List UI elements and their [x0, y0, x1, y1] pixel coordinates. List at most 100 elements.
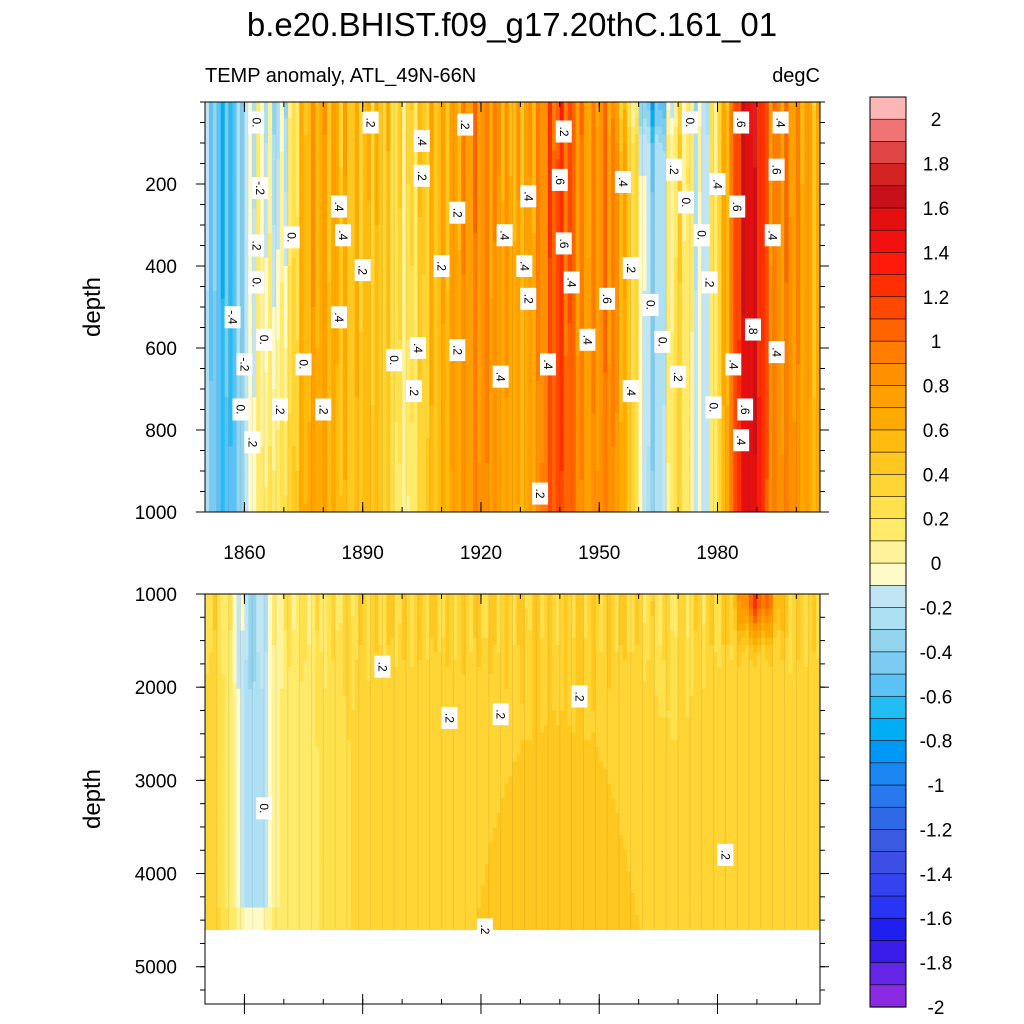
lower-panel-contour-label-text: .2 — [718, 850, 732, 860]
upper-panel-contour-label-text: .2 — [450, 208, 464, 218]
upper-panel-contour-label-text: .2 — [364, 117, 378, 127]
upper-panel-contour-label-text: .2 — [703, 277, 717, 287]
upper-panel-contour-label-text: .4 — [494, 372, 508, 382]
upper-panel-contour-label-text: .6 — [557, 238, 571, 248]
lower-panel-contour-label-text: .2 — [375, 662, 389, 672]
upper-panel-contour-label: .4 — [331, 306, 348, 329]
lower-panel-y-tick-label: 5000 — [135, 958, 177, 979]
colorbar-swatch — [869, 984, 907, 1008]
colorbar-swatch — [869, 163, 907, 187]
colorbar-swatch — [869, 229, 907, 253]
upper-panel-contour-label: .2 — [449, 339, 466, 362]
upper-panel-contour-label-text: .4 — [616, 177, 630, 187]
upper-panel-contour-label: .4 — [520, 185, 537, 208]
upper-panel-contour-label-text: .2 — [356, 265, 370, 275]
lower-panel-axes: 1000 2000 3000 4000 5000 — [135, 585, 829, 1014]
upper-panel-contour-label-text: .6 — [730, 202, 744, 212]
colorbar-swatch — [869, 784, 907, 808]
upper-panel-contour-label-text: .2 — [415, 171, 429, 181]
upper-panel-contour-label-text: 0. — [249, 117, 263, 127]
upper-panel-contour-label-text: .2 — [533, 489, 547, 499]
upper-panel-contour-label-text: -.2 — [253, 181, 267, 195]
upper-panel-contour-label: 0. — [295, 353, 312, 376]
colorbar: 2 1.8 1.6 1.4 1.2 1 0.8 0.6 0.4 0.2 0 -0.2 -0.4 -0.6 -… — [869, 96, 953, 1019]
upper-panel-contour-label: .6 — [599, 287, 616, 310]
upper-panel-contour-label: .6 — [551, 168, 568, 191]
upper-panel-contour-label-text: .6 — [734, 117, 748, 127]
upper-panel-contour-label-text: .2 — [245, 437, 259, 447]
upper-panel-contour-label: .4 — [709, 173, 726, 195]
colorbar-swatch — [869, 118, 907, 142]
upper-panel-contour-label: .2 — [244, 431, 261, 454]
upper-panel-contour-label-text: 0. — [679, 197, 693, 207]
upper-panel-contour-label: .4 — [334, 224, 351, 247]
lower-panel-ylabel: depth — [79, 769, 106, 829]
upper-panel-contour-label: 0. — [256, 328, 273, 351]
upper-panel-contour-label: 0. — [248, 271, 265, 294]
colorbar-swatch — [869, 718, 907, 742]
upper-panel-contour-label: 0. — [283, 226, 300, 249]
lower-panel-y-tick-label: 2000 — [135, 678, 177, 699]
chart-subtitle-left: TEMP anomaly, ATL_49N-66N — [205, 65, 476, 87]
colorbar-swatch — [869, 806, 907, 831]
upper-panel-contour-label: -.2 — [236, 353, 253, 376]
upper-panel-contour-label: .2 — [405, 380, 422, 403]
upper-panel-contour-label: 0. — [681, 111, 698, 134]
colorbar-label: 0.8 — [923, 377, 949, 398]
colorbar-swatch — [869, 185, 907, 209]
upper-panel-contour-label: .2 — [666, 158, 683, 181]
upper-panel-contour-label-text: 0. — [683, 117, 697, 127]
upper-panel-contour-label: 0. — [654, 330, 671, 353]
upper-panel-contour-label: .4 — [409, 337, 426, 359]
lower-panel-contour-label-text: .2 — [573, 691, 587, 701]
lower-panel-contour-label-text: .2 — [494, 709, 508, 719]
colorbar-label: 1 — [931, 332, 942, 353]
upper-panel-contour-label-text: .2 — [671, 372, 685, 382]
lower-panel-contour-label: .2 — [476, 918, 493, 941]
upper-panel-contour-label-text: .4 — [415, 136, 429, 146]
colorbar-label: 0 — [931, 554, 942, 575]
colorbar-label: -1 — [928, 776, 945, 797]
upper-panel-contour-label-text: .4 — [624, 386, 638, 396]
colorbar-label: -1.8 — [920, 954, 953, 975]
lower-panel-contour-label-text: .2 — [442, 713, 456, 723]
upper-panel-contour-label-text: .6 — [553, 175, 567, 185]
colorbar-swatch — [869, 629, 907, 653]
colorbar-label: -1.6 — [920, 909, 953, 930]
upper-panel-contour-label: .2 — [354, 259, 371, 282]
upper-panel-contour-label-text: -.2 — [237, 357, 251, 371]
upper-panel-contour-label: .4 — [579, 328, 596, 351]
upper-panel-contour-label: .2 — [622, 257, 639, 280]
upper-panel-contour-label: -.4 — [224, 306, 241, 329]
colorbar-swatch — [869, 407, 907, 431]
upper-panel-contour-label-text: .4 — [541, 359, 555, 369]
upper-panel-y-tick-label: 800 — [145, 421, 177, 442]
colorbar-swatch — [869, 673, 907, 697]
upper-panel-contour-label: .2 — [457, 113, 474, 136]
upper-panel-contour-label-text: .4 — [770, 347, 784, 357]
upper-panel-contour-label-text: .4 — [332, 202, 346, 212]
colorbar-label: 0.4 — [923, 465, 950, 486]
colorbar-swatch — [869, 873, 907, 897]
upper-panel-contour-label: .4 — [413, 129, 430, 152]
lower-panel-frame — [204, 593, 821, 1005]
colorbar-label: -2 — [928, 998, 945, 1019]
upper-panel-contour-label-text: .6 — [600, 294, 614, 304]
upper-panel-contour-label-text: .2 — [667, 165, 681, 175]
upper-panel-contour-label: 0. — [705, 396, 722, 419]
upper-panel-contour-label: 0. — [642, 293, 659, 316]
upper-panel-contour-label-text: .2 — [521, 294, 535, 304]
upper-panel-contour-label: .2 — [315, 398, 332, 421]
upper-panel-contour-label-text: .4 — [774, 117, 788, 127]
upper-panel-contour-label: .6 — [768, 158, 785, 181]
upper-panel-contour-label-text: .2 — [316, 404, 330, 414]
upper-panel-contour-label-text: -.4 — [226, 310, 240, 324]
colorbar-swatch — [869, 385, 907, 409]
upper-panel-x-tick-label: 1980 — [696, 543, 738, 564]
upper-panel-contour-label: .4 — [764, 224, 781, 247]
colorbar-label: -0.2 — [920, 598, 953, 619]
colorbar-label: 1.2 — [923, 288, 949, 309]
lower-panel-contour-label: .2 — [492, 703, 509, 726]
colorbar-label: 0.6 — [923, 421, 949, 442]
colorbar-swatch — [869, 740, 907, 764]
